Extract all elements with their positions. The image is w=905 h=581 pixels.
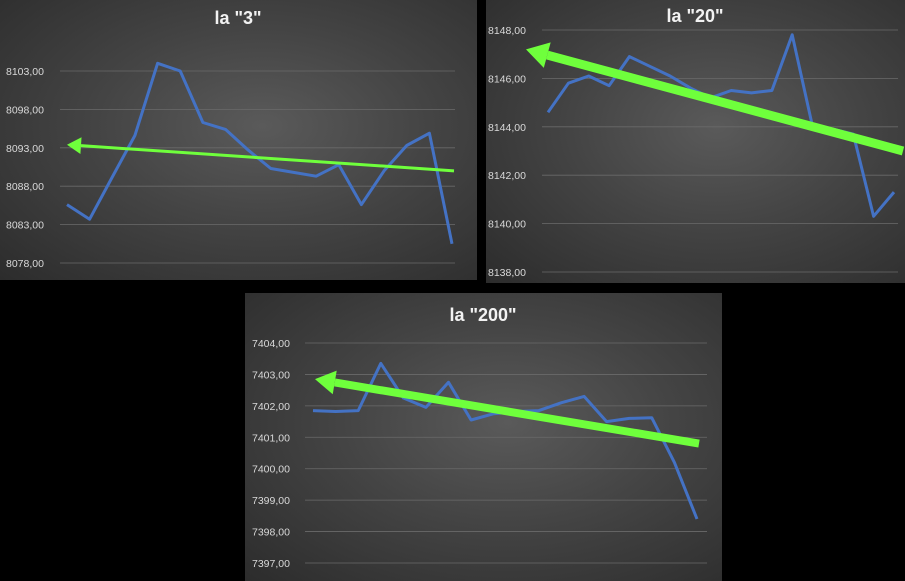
trend-arrow-head: [315, 370, 337, 395]
y-tick-label: 7403,00: [252, 369, 290, 381]
trend-arrow-shaft: [546, 50, 905, 156]
y-tick-label: 8138,00: [488, 267, 526, 279]
chart-la-200-svg: la "200" 7397,00 7398,00 7399,00 7400,00 7401…: [252, 305, 707, 570]
chart-title: la "200": [449, 305, 516, 325]
chart-la-20-svg: la "20" 8138,00 8140,00 8142,00 8144,00 8146,…: [488, 6, 905, 279]
series-line: [66, 61, 454, 245]
chart-title: la "20": [666, 6, 723, 26]
y-tick-label: 8142,00: [488, 170, 526, 182]
y-tick-label: 8088,00: [6, 181, 44, 193]
y-tick-label: 8098,00: [6, 104, 44, 116]
y-tick-label: 8103,00: [6, 66, 44, 78]
y-tick-label: 7399,00: [252, 495, 290, 507]
y-tick-label: 8140,00: [488, 219, 526, 231]
y-tick-label: 8146,00: [488, 73, 526, 85]
chart-title: la "3": [214, 8, 261, 28]
y-tick-label: 7401,00: [252, 432, 290, 444]
y-tick-label: 7400,00: [252, 464, 290, 476]
y-tick-label: 8144,00: [488, 122, 526, 134]
trend-arrow-head: [67, 137, 82, 155]
trend-arrow-shaft: [334, 378, 700, 448]
chart-la-3-svg: la "3" 8078,00 8083,00 8088,00 8093,00 8098,0…: [6, 8, 455, 270]
chart-panel-la-20: la "20" 8138,00 8140,00 8142,00 8144,00 8146,…: [486, 0, 905, 283]
chart-panel-la-200: la "200" 7397,00 7398,00 7399,00 7400,00 7401…: [245, 293, 722, 581]
trend-arrow-head: [526, 42, 551, 68]
trend-arrow-shaft: [80, 144, 455, 173]
y-tick-label: 8093,00: [6, 143, 44, 155]
y-tick-label: 7397,00: [252, 558, 290, 570]
y-tick-label: 8078,00: [6, 258, 44, 270]
y-tick-label: 7404,00: [252, 338, 290, 350]
y-tick-label: 8148,00: [488, 25, 526, 37]
y-tick-label: 7398,00: [252, 527, 290, 539]
y-tick-label: 7402,00: [252, 401, 290, 413]
chart-panel-la-3: la "3" 8078,00 8083,00 8088,00 8093,00 8098,0…: [0, 0, 477, 280]
y-tick-label: 8083,00: [6, 220, 44, 232]
series-line: [546, 33, 896, 218]
